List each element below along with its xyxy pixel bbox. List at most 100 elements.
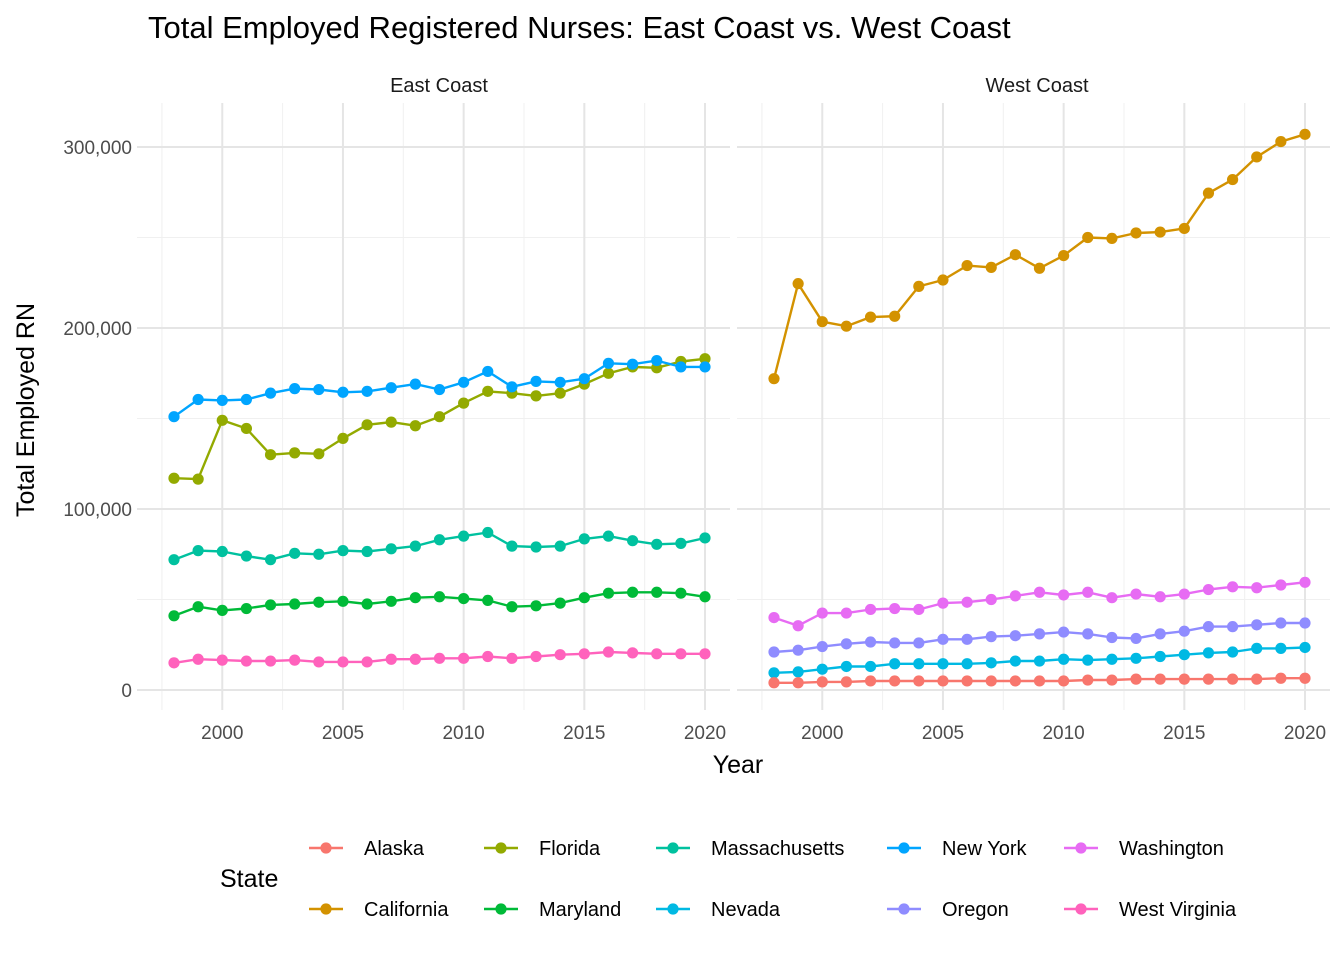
x-tick-label: 2010 (442, 723, 484, 744)
x-tick-label: 2015 (1163, 723, 1205, 744)
data-point (482, 594, 494, 607)
data-point (913, 675, 925, 687)
data-point (530, 650, 542, 663)
data-point (385, 653, 397, 665)
legend-item-nevada: Nevada (656, 899, 781, 921)
data-point (792, 677, 804, 689)
data-point (361, 419, 373, 431)
data-point (937, 675, 949, 687)
data-point (216, 604, 228, 616)
legend-item-florida: Florida (484, 838, 601, 860)
legend-key-point (898, 903, 910, 915)
data-point (216, 394, 228, 406)
data-point (651, 354, 663, 367)
data-point (675, 587, 687, 599)
data-point (337, 432, 349, 445)
data-point (554, 597, 566, 609)
legend-item-maryland: Maryland (484, 899, 621, 921)
data-point (1226, 173, 1239, 186)
data-point (1299, 576, 1311, 588)
legend-item-oregon: Oregon (887, 899, 1009, 921)
legend-item-alaska: Alaska (309, 838, 425, 860)
data-point (192, 545, 204, 557)
data-point (768, 667, 780, 679)
legend-key-point (320, 903, 332, 915)
series-washington (768, 576, 1311, 632)
data-point (1106, 631, 1118, 644)
data-point (675, 361, 687, 373)
data-point (433, 534, 446, 546)
data-point (1106, 232, 1118, 245)
x-tick-label: 2000 (201, 723, 243, 744)
data-point (554, 649, 566, 661)
data-point (1299, 672, 1311, 684)
data-point (864, 311, 877, 323)
x-axis: 2000 2005 2010 2015 2020 2000 2005 2010 2015 2020 (201, 723, 1326, 744)
data-point (1082, 586, 1094, 598)
data-point (1106, 653, 1118, 665)
data-point (1033, 586, 1046, 598)
data-point (913, 658, 925, 670)
data-point (626, 535, 639, 547)
data-point (864, 660, 877, 673)
data-point (578, 533, 590, 545)
facet-strip-label: East Coast (390, 75, 488, 97)
data-point (1130, 652, 1142, 664)
data-point (264, 449, 277, 461)
data-point (1202, 187, 1215, 199)
series-massachusetts (168, 526, 711, 566)
data-point (578, 648, 590, 660)
data-point (816, 316, 828, 328)
x-tick-label: 2020 (684, 723, 726, 744)
x-tick-label: 2000 (801, 723, 843, 744)
data-point (289, 383, 301, 395)
data-point (1130, 227, 1142, 239)
data-point (1106, 592, 1118, 604)
series-california (768, 128, 1311, 385)
data-point (1106, 674, 1118, 686)
data-point (937, 658, 949, 670)
data-point (889, 637, 901, 649)
facet-strip-label: West Coast (986, 75, 1089, 97)
data-point (1058, 589, 1070, 601)
data-point (699, 361, 711, 373)
data-point (168, 411, 180, 423)
data-point (409, 420, 421, 432)
data-point (530, 375, 542, 387)
data-point (433, 591, 446, 603)
data-point (1275, 642, 1287, 654)
data-point (361, 598, 373, 610)
legend: State Alaska California Florida Maryland Mas… (220, 838, 1237, 921)
legend-item-washington: Washington (1064, 838, 1224, 860)
data-point (1251, 582, 1263, 594)
data-point (651, 538, 663, 550)
data-point (768, 677, 780, 689)
data-point (240, 422, 253, 435)
data-point (816, 676, 828, 688)
data-point (889, 658, 901, 670)
data-point (1058, 653, 1070, 665)
legend-key-point (495, 842, 507, 854)
data-point (864, 675, 877, 687)
data-point (482, 650, 494, 663)
data-point (409, 592, 421, 604)
data-point (1226, 673, 1239, 685)
series-oregon (768, 617, 1311, 658)
legend-key-point (320, 842, 332, 854)
x-tick-label: 2020 (1284, 723, 1326, 744)
legend-label: California (364, 899, 449, 921)
data-point (889, 602, 901, 615)
data-point (385, 416, 397, 428)
legend-label: Maryland (539, 899, 621, 921)
data-point (937, 597, 949, 609)
data-point (240, 655, 253, 667)
data-point (313, 448, 325, 460)
legend-key-point (667, 842, 679, 854)
data-point (1251, 673, 1263, 685)
data-point (840, 320, 853, 332)
legend-label: West Virginia (1119, 899, 1237, 921)
data-point (506, 601, 518, 613)
data-point (699, 532, 711, 544)
chart-panels: East Coast West Coast (137, 75, 1330, 710)
data-point (792, 278, 804, 290)
